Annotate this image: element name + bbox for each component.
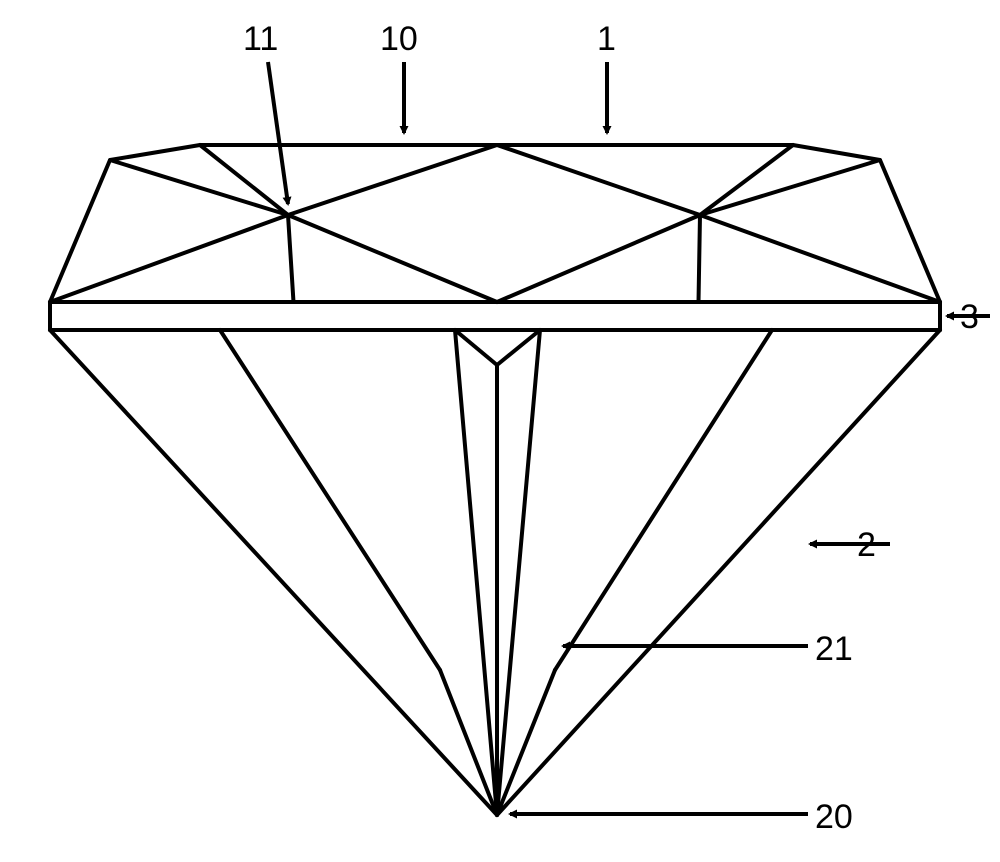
leader-arrow xyxy=(268,62,288,204)
annotations: 11 10 1 3 2 21 20 xyxy=(243,20,990,836)
callout-label-1: 1 xyxy=(597,20,616,58)
callout-label-11: 11 xyxy=(243,20,278,58)
diamond-geometry xyxy=(50,145,940,815)
callout-label-3: 3 xyxy=(960,298,979,336)
callout-label-21: 21 xyxy=(815,630,853,668)
callout-label-10: 10 xyxy=(380,20,418,58)
callout-label-20: 20 xyxy=(815,798,853,836)
diamond-diagram: 11 10 1 3 2 21 20 xyxy=(0,0,1000,862)
callout-label-2: 2 xyxy=(857,526,876,564)
